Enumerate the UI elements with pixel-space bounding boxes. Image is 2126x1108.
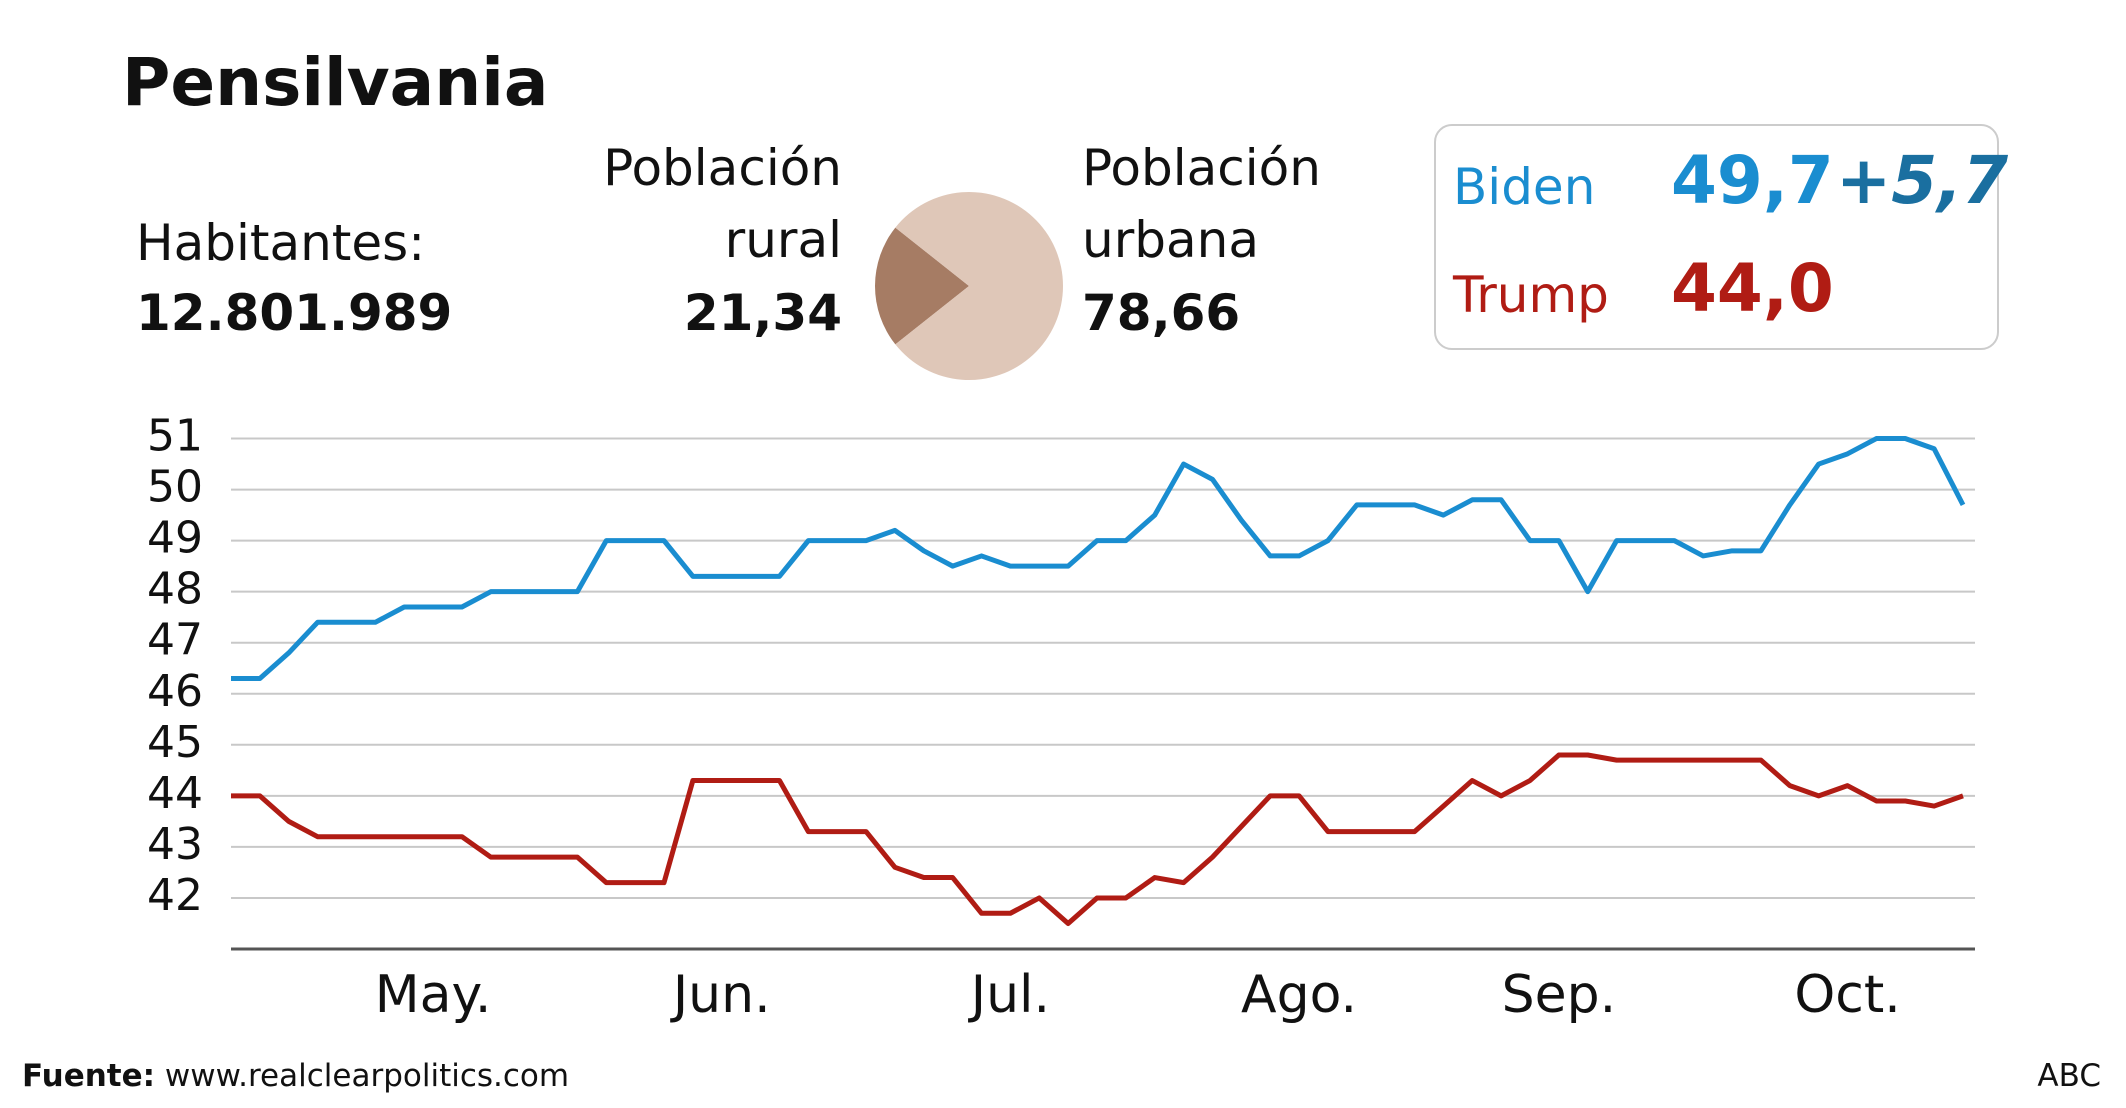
source-label: Fuente: [22,1058,156,1094]
inhabitants-label: Habitantes: [136,214,426,272]
x-tick-label: Sep. [1502,965,1617,1025]
y-tick-label: 48 [147,564,203,615]
pie-label: Población rural [603,139,842,269]
candidate-value: 44,0 [1671,250,1834,327]
candidate-value: 49,7 [1671,142,1834,219]
source: Fuente: www.realclearpolitics.com [22,1058,569,1094]
candidate-name: Biden [1453,158,1596,216]
y-tick-label: 44 [147,768,203,819]
y-tick-label: 49 [147,513,203,564]
pie-value-label: 78,66 [1082,284,1241,342]
x-tick-label: Oct. [1794,965,1900,1025]
pie-slice [875,227,969,345]
x-tick-label: Jun. [670,965,771,1025]
y-tick-label: 51 [147,411,203,462]
y-tick-label: 50 [147,462,203,513]
x-tick-label: Jul. [968,965,1050,1025]
x-tick-label: May. [375,965,492,1025]
y-tick-label: 42 [147,870,203,921]
y-tick-label: 43 [147,819,203,870]
candidate-name: Trump [1453,266,1609,324]
source-url: www.realclearpolitics.com [164,1058,570,1094]
pie-value-label: 21,34 [683,284,842,342]
line-series [231,436,1966,681]
line-series [231,752,1964,926]
x-tick-label: Ago. [1241,965,1357,1025]
pie-label: Población urbana [1082,139,1321,269]
y-tick-label: 45 [147,717,203,768]
candidate-lead: +5,7 [1836,142,2009,219]
title: Pensilvania [122,44,549,121]
inhabitants-value: 12.801.989 [136,284,453,342]
pie-slice [895,192,1063,380]
credit: ABC [2037,1058,2101,1094]
y-tick-label: 47 [147,615,203,666]
y-tick-label: 46 [147,666,203,717]
results-box [1434,124,1999,350]
